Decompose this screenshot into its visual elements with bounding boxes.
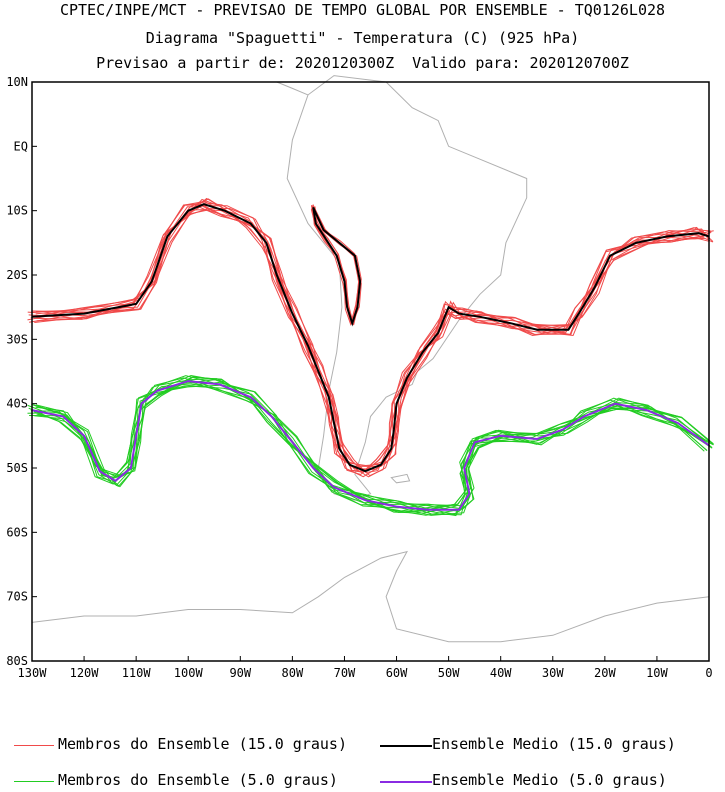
member-15-curve-4 — [27, 206, 714, 470]
lat-tick-label: 50S — [6, 461, 28, 475]
antarctica-coastline — [31, 550, 710, 643]
lat-tick-label: 80S — [6, 654, 28, 668]
lon-tick-label: 40W — [490, 666, 512, 680]
members-15-layer — [27, 197, 714, 478]
title-line-3: Previsao a partir de: 2020120300Z Valido… — [96, 54, 629, 72]
member-15-andes-curve-5 — [311, 205, 360, 325]
lon-tick-label: 30W — [542, 666, 564, 680]
member-15-curve-11 — [27, 198, 714, 477]
lat-tick-label: 10N — [6, 75, 28, 89]
legend-label-mean5: Ensemble Medio (5.0 graus) — [432, 771, 667, 789]
lon-tick-label: 70W — [334, 666, 356, 680]
lat-tick-label: EQ — [14, 139, 28, 153]
lat-tick-label: 60S — [6, 525, 28, 539]
lat-tick-label: 20S — [6, 268, 28, 282]
member-5-curve-9 — [35, 378, 711, 514]
lon-tick-label: 50W — [438, 666, 460, 680]
lon-tick-label: 100W — [174, 666, 204, 680]
south-america-coastline — [286, 75, 528, 501]
legend-label-members15: Membros do Ensemble (15.0 graus) — [58, 735, 347, 753]
legend-swatch-mean5 — [380, 781, 432, 783]
lon-tick-label: 60W — [386, 666, 408, 680]
map-frame — [31, 81, 710, 662]
central-america-coastline — [276, 81, 309, 96]
member-5-curve-10 — [33, 377, 705, 510]
lon-tick-label: 110W — [122, 666, 152, 680]
member-15-curve-12 — [31, 204, 712, 472]
member-15-andes-curve-4 — [311, 205, 362, 327]
falkland-islands-coastline — [390, 473, 411, 484]
legend-label-mean15: Ensemble Medio (15.0 graus) — [432, 735, 676, 753]
ensemble-mean-layer — [31, 203, 710, 511]
title-line-1: CPTEC/INPE/MCT - PREVISAO DE TEMPO GLOBA… — [59, 1, 666, 19]
member-15-curve-2 — [36, 207, 705, 468]
lat-tick-label: 10S — [6, 204, 28, 218]
lat-tick-label: 40S — [6, 397, 28, 411]
member-5-curve-12 — [31, 376, 714, 513]
lat-tick-label: 70S — [6, 590, 28, 604]
ensemble-mean-5-curve — [31, 380, 710, 511]
member-15-curve-7 — [28, 209, 711, 467]
lon-tick-label: 20W — [594, 666, 616, 680]
legend-label-members5: Membros do Ensemble (5.0 graus) — [58, 771, 338, 789]
legend-swatch-mean15 — [380, 745, 432, 747]
lon-tick-label: 80W — [282, 666, 304, 680]
member-15-curve-5 — [34, 205, 709, 470]
title-line-2: Diagrama "Spaguetti" - Temperatura (C) (… — [145, 29, 580, 47]
ensemble-mean-15-andes-curve — [312, 206, 362, 327]
lon-tick-label: 130W — [18, 666, 48, 680]
lat-tick-label: 30S — [6, 332, 28, 346]
members-5-layer — [27, 374, 714, 517]
coastline-layer — [31, 75, 710, 643]
legend-swatch-members5 — [14, 781, 54, 782]
lon-tick-label: 0 — [705, 666, 712, 680]
member-15-andes-curve-1 — [310, 203, 360, 326]
lon-tick-label: 10W — [646, 666, 668, 680]
legend-swatch-members15 — [14, 745, 54, 746]
lon-tick-label: 120W — [70, 666, 100, 680]
ensemble-mean-15-curve — [31, 203, 710, 473]
lon-tick-label: 90W — [229, 666, 251, 680]
